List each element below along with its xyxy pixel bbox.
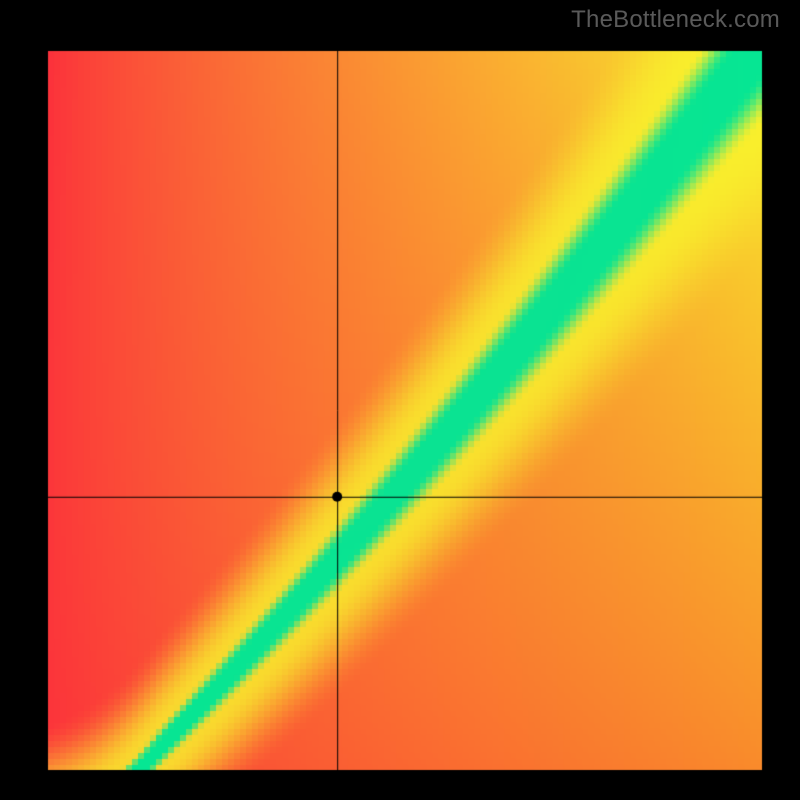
chart-container: TheBottleneck.com xyxy=(0,0,800,800)
watermark-text: TheBottleneck.com xyxy=(571,6,780,34)
bottleneck-heatmap xyxy=(0,0,800,800)
